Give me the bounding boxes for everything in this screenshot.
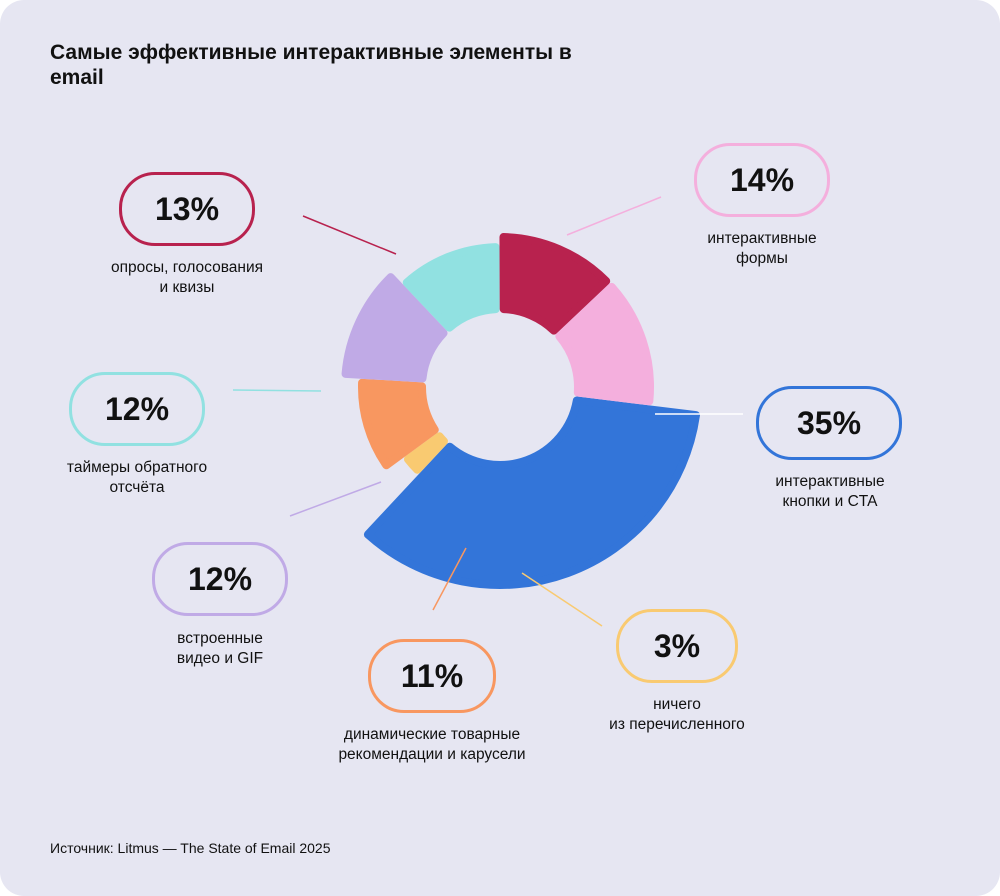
pie-slice [499,233,611,335]
value-label-none: 3% [616,609,738,683]
pie-slice [363,396,700,589]
category-label-line: динамические товарные [343,726,521,743]
category-label-line: и квизы [159,279,215,296]
category-label-line: опросы, голосования [110,259,264,276]
leader-line [302,215,397,255]
category-label-line: видео и GIF [176,650,264,667]
category-label-line: кнопки и CTA [782,493,878,510]
value-label-countdown-timers: 12% [69,372,205,446]
category-label-line: отсчёта [109,479,165,496]
category-label-line: интерактивные [775,473,885,490]
pie-slice [404,432,448,474]
leader-line [289,481,382,517]
leader-line [432,547,467,611]
category-label-none: ничего из перечисленного [587,695,767,735]
category-label-polls-quizzes: опросы, голосования и квизы [87,258,287,298]
category-label-line: ничего [653,696,701,713]
value-label-interactive-forms: 14% [694,143,830,217]
category-label-line: таймеры обратного [66,459,208,476]
category-label-embedded-video: встроенные видео и GIF [130,629,310,669]
value-label-embedded-video: 12% [152,542,288,616]
pie-slice [341,273,448,383]
value-label-interactive-buttons: 35% [756,386,902,460]
category-label-line: интерактивные [707,230,817,247]
source-note: Источник: Litmus — The State of Email 20… [50,840,331,856]
category-label-line: из перечисленного [609,716,745,733]
leader-line [232,389,322,392]
leader-line [566,196,662,236]
category-label-interactive-buttons: интерактивные кнопки и CTA [740,472,920,512]
leader-line [521,572,603,627]
value-label-dynamic-recommendations: 11% [368,639,496,713]
category-label-line: встроенные [177,630,263,647]
category-label-line: формы [736,250,788,267]
pie-slice [402,243,500,332]
pie-slice [358,378,439,470]
value-label-polls-quizzes: 13% [119,172,255,246]
category-label-line: рекомендации и карусели [338,746,526,763]
category-label-countdown-timers: таймеры обратного отсчёта [47,458,227,498]
category-label-interactive-forms: интерактивные формы [672,229,852,269]
category-label-dynamic-recommendations: динамические товарные рекомендации и кар… [312,725,552,765]
pie-slice [555,282,654,406]
chart-title: Самые эффективные интерактивные элементы… [50,41,572,89]
